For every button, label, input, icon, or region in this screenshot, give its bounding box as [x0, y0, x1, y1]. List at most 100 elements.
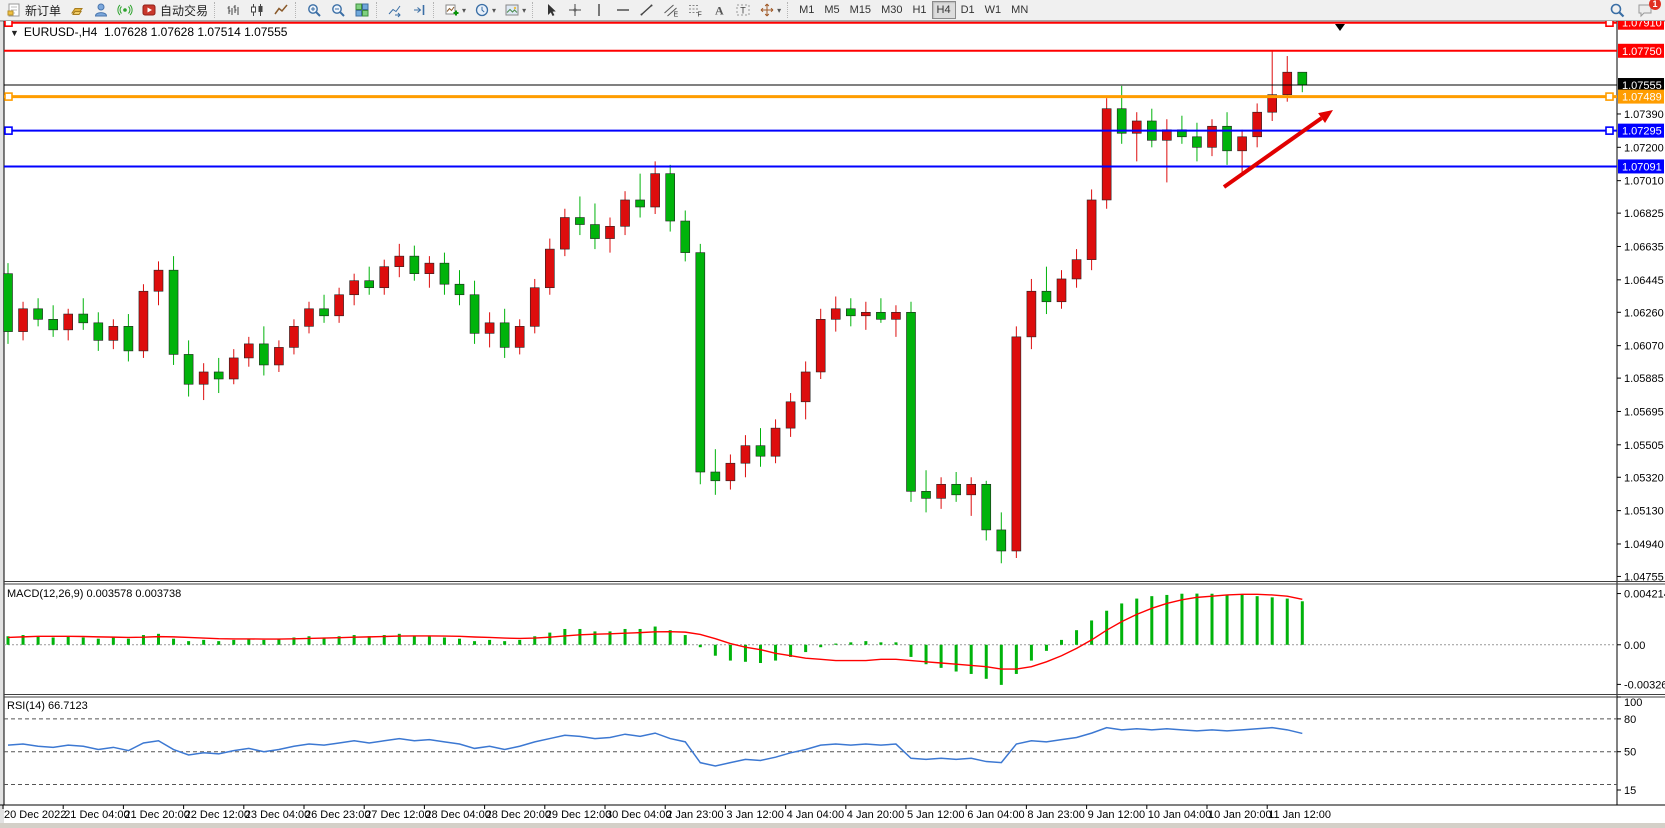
candle-up	[198, 371, 209, 385]
text-button[interactable]: A	[707, 1, 731, 19]
macd-histogram-bar	[1300, 601, 1304, 645]
trend-arrow-line[interactable]	[1222, 116, 1323, 189]
autotrading-button[interactable]: 自动交易	[137, 1, 212, 19]
macd-histogram-bar	[849, 642, 853, 645]
template-icon	[504, 2, 520, 18]
channel-button[interactable]: E	[659, 1, 683, 19]
trend-arrow-head[interactable]	[1318, 110, 1333, 123]
bars-chart-button[interactable]	[221, 1, 245, 19]
gold-button[interactable]	[65, 1, 89, 19]
macd-histogram-bar	[518, 639, 522, 645]
time-axis-label: 10 Jan 04:00	[1148, 809, 1212, 821]
new-order-icon	[6, 2, 22, 18]
price-badge	[1618, 89, 1664, 104]
macd-histogram-bar	[277, 638, 281, 645]
macd-histogram-bar	[999, 644, 1003, 685]
macd-histogram-bar	[1135, 598, 1139, 645]
trendline-button[interactable]	[635, 1, 659, 19]
hline-handle[interactable]	[1605, 126, 1614, 135]
macd-histogram-bar	[1105, 610, 1109, 645]
price-axis-label: 1.04940	[1624, 539, 1664, 551]
time-axis-label: 4 Jan 04:00	[787, 809, 845, 821]
zoom-out-button[interactable]	[326, 1, 350, 19]
signals-icon	[117, 2, 133, 18]
new-chart-button[interactable]: ▾	[440, 1, 470, 19]
price-badge-label: 1.07489	[1622, 92, 1662, 104]
candle-up	[770, 427, 781, 457]
candle-down	[921, 491, 931, 499]
macd-histogram-bar	[759, 644, 762, 664]
macd-histogram-bar	[638, 628, 642, 645]
chart-shift-button[interactable]	[407, 1, 431, 19]
triangle-marker[interactable]	[1335, 24, 1345, 31]
timeframe-d1-button[interactable]: D1	[956, 1, 980, 19]
macd-histogram-bar	[1195, 593, 1199, 645]
periods-button[interactable]: ▾	[470, 1, 500, 19]
macd-histogram-bar	[427, 636, 431, 645]
price-badge-label: 1.07555	[1622, 80, 1662, 92]
macd-histogram-bar	[864, 641, 868, 645]
candles-chart-button[interactable]	[245, 1, 269, 19]
clock-icon	[474, 2, 490, 18]
zoom-in-button[interactable]	[302, 1, 326, 19]
tile-windows-button[interactable]	[350, 1, 374, 19]
new-order-button[interactable]: 新订单	[2, 1, 65, 19]
community-icon	[93, 2, 109, 18]
candle-down	[259, 343, 269, 366]
candle-down	[364, 280, 375, 289]
arrows-button[interactable]: ▾	[755, 1, 785, 19]
templates-button[interactable]: ▾	[500, 1, 530, 19]
vline-button[interactable]	[587, 1, 611, 19]
community-button[interactable]	[89, 1, 113, 19]
timeframe-w1-button[interactable]: W1	[980, 1, 1007, 19]
candle-down	[845, 308, 856, 317]
candle-up	[349, 280, 359, 296]
timeframe-m1-button[interactable]: M1	[794, 1, 819, 19]
cursor-button[interactable]	[539, 1, 563, 19]
candle-up	[544, 248, 555, 289]
hline-handle[interactable]	[4, 92, 13, 101]
time-axis-label: 26 Dec 23:00	[305, 809, 370, 821]
label-button[interactable]: T	[731, 1, 755, 19]
auto-scroll-button[interactable]	[383, 1, 407, 19]
macd-panel: 0.004214 0.00 -0.00326	[4, 589, 1665, 691]
rsi-indicator-label: RSI(14) 66.7123	[7, 700, 88, 712]
macd-histogram-bar	[728, 644, 732, 661]
macd-histogram-bar	[1150, 596, 1154, 645]
candle-down	[755, 445, 766, 457]
hline-handle[interactable]	[4, 126, 13, 135]
macd-histogram-bar	[593, 631, 597, 645]
gold-icon	[69, 2, 85, 18]
price-badge-label: 1.07295	[1622, 126, 1662, 138]
rsi-axis-label: 100	[1624, 697, 1642, 709]
hline-icon	[615, 2, 631, 18]
time-axis-label: 20 Dec 2022	[4, 809, 66, 821]
signals-button[interactable]	[113, 1, 137, 19]
hline-button[interactable]	[611, 1, 635, 19]
timeframe-mn-button[interactable]: MN	[1006, 1, 1033, 19]
timeframe-h4-button[interactable]: H4	[931, 1, 956, 19]
candle-down	[876, 311, 886, 320]
chevron-down-icon: ▾	[462, 5, 467, 15]
candle-down	[183, 354, 194, 385]
timeframe-h1-button[interactable]: H1	[907, 1, 931, 19]
crosshair-button[interactable]	[563, 1, 587, 19]
candle-down	[499, 322, 510, 348]
timeframe-m15-button[interactable]: M15	[845, 1, 876, 19]
time-axis-label: 22 Dec 12:00	[185, 809, 250, 821]
macd-histogram-bar	[217, 641, 221, 645]
macd-histogram-bar	[21, 635, 25, 645]
line-chart-button[interactable]	[269, 1, 293, 19]
notifications-button[interactable]: 1	[1633, 0, 1661, 19]
search-button[interactable]	[1605, 1, 1629, 19]
candle-down	[48, 319, 58, 331]
macd-histogram-bar	[96, 638, 100, 645]
toolbar-separator	[532, 2, 537, 18]
candle-up	[1237, 136, 1247, 152]
timeframe-m5-button[interactable]: M5	[819, 1, 844, 19]
hline-handle[interactable]	[1605, 92, 1614, 101]
fibonacci-button[interactable]: F	[683, 1, 707, 19]
collapse-icon[interactable]: ▼	[10, 28, 19, 38]
timeframe-m30-button[interactable]: M30	[876, 1, 907, 19]
